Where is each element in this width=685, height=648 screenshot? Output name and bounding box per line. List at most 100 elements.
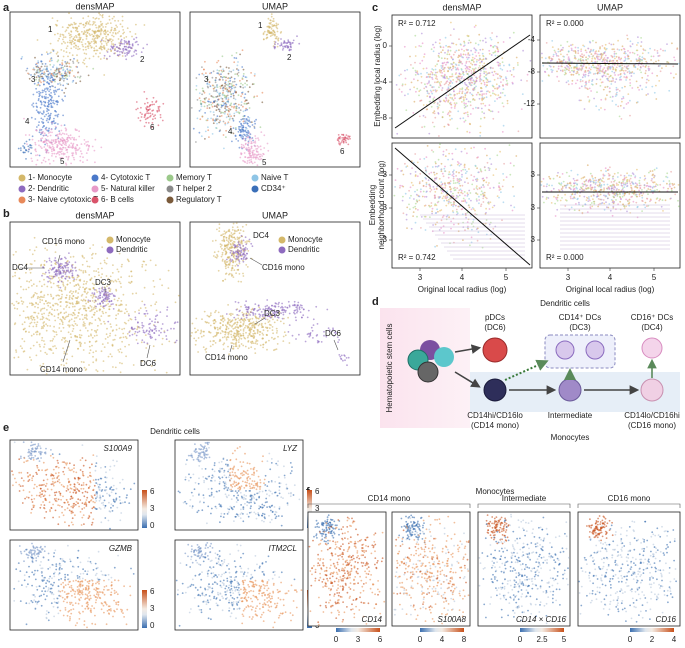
point (55, 141, 58, 144)
point (43, 283, 46, 286)
point (347, 143, 350, 146)
point (477, 43, 480, 46)
point (139, 119, 142, 122)
point (227, 266, 230, 269)
point (120, 286, 122, 288)
point (464, 53, 467, 56)
point (483, 96, 486, 99)
point (238, 339, 240, 341)
point (22, 288, 25, 291)
point (91, 296, 94, 299)
point (68, 277, 71, 279)
point (108, 290, 111, 292)
point (87, 149, 89, 152)
point (77, 301, 80, 303)
point (244, 306, 247, 309)
point (71, 370, 74, 372)
point (436, 63, 438, 66)
point (475, 76, 477, 79)
point (330, 330, 333, 333)
point (105, 35, 108, 38)
point (99, 302, 101, 305)
point (56, 144, 59, 147)
point (63, 50, 65, 52)
point (88, 146, 90, 148)
point (220, 69, 223, 72)
point (237, 71, 240, 74)
point (276, 45, 279, 48)
point (211, 84, 214, 87)
point (236, 257, 238, 260)
point (235, 230, 238, 233)
point (31, 284, 33, 287)
point (217, 250, 220, 253)
point (73, 158, 76, 161)
point (46, 110, 48, 113)
point (114, 29, 117, 32)
point (107, 355, 110, 358)
point (103, 74, 106, 76)
point (225, 90, 228, 93)
point (269, 26, 272, 28)
point (436, 89, 438, 92)
point (86, 318, 88, 321)
point (233, 332, 236, 335)
point (479, 78, 481, 81)
point (49, 116, 51, 119)
point (64, 147, 67, 149)
point (247, 144, 250, 147)
point (40, 161, 43, 164)
point (48, 259, 51, 262)
point (221, 314, 224, 317)
point (440, 51, 443, 54)
cluster-label: 4 (228, 127, 233, 136)
point (12, 253, 15, 256)
point (43, 307, 46, 310)
point (47, 158, 50, 161)
point (244, 100, 246, 103)
point (429, 84, 432, 87)
point (455, 102, 458, 104)
point (127, 313, 130, 315)
point (235, 138, 238, 140)
point (452, 58, 454, 61)
point (27, 72, 29, 75)
point (50, 105, 53, 107)
point (92, 308, 95, 311)
point (112, 329, 114, 331)
point (96, 35, 98, 38)
point (42, 296, 45, 298)
point (123, 327, 126, 330)
point (249, 121, 252, 123)
point (143, 24, 146, 26)
point (283, 317, 285, 320)
point (419, 100, 421, 102)
point (141, 263, 144, 266)
point (480, 69, 482, 72)
point (57, 303, 59, 306)
point (232, 222, 235, 225)
point (41, 299, 44, 302)
point (26, 368, 29, 371)
point (449, 82, 451, 85)
point (51, 17, 54, 19)
point (271, 34, 273, 36)
point (431, 92, 434, 95)
point (163, 331, 166, 334)
point (254, 348, 256, 350)
point (78, 47, 81, 50)
point (438, 42, 441, 45)
point (237, 335, 240, 338)
point (269, 19, 272, 21)
point (37, 295, 39, 298)
point (434, 41, 437, 44)
point (472, 61, 475, 63)
point (137, 117, 140, 119)
point (230, 115, 233, 118)
point (80, 295, 83, 297)
point (292, 304, 294, 307)
point (266, 142, 269, 145)
point (267, 17, 270, 20)
point (222, 324, 224, 326)
point (30, 268, 33, 271)
